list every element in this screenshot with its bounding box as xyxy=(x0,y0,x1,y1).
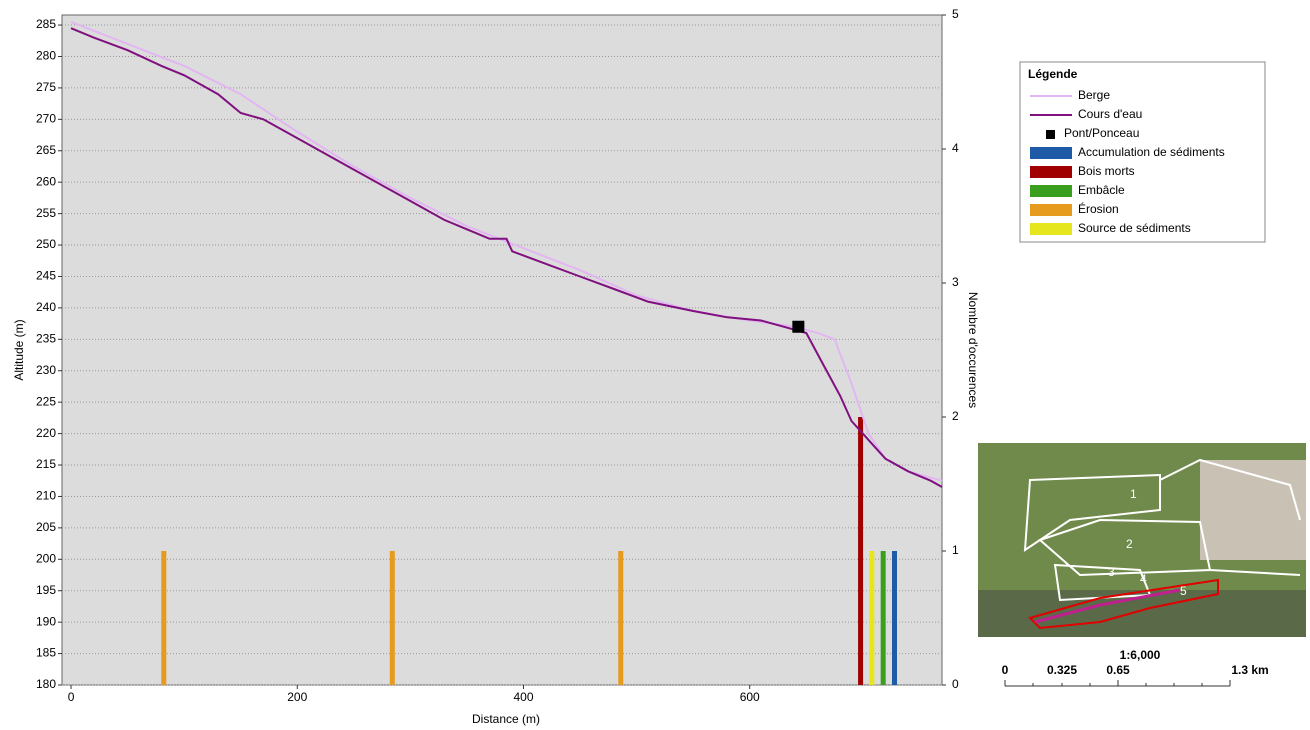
y-tick-label: 220 xyxy=(36,426,56,440)
y-tick-label: 245 xyxy=(36,269,56,283)
y-tick-label: 260 xyxy=(36,174,56,188)
y2-tick-label: 2 xyxy=(952,409,959,423)
legend-label: Érosion xyxy=(1078,201,1119,216)
x-tick-label: 0 xyxy=(68,690,75,704)
bar xyxy=(869,551,875,685)
bar xyxy=(161,551,167,685)
y-tick-label: 195 xyxy=(36,583,56,597)
scale-label: 0.325 xyxy=(1047,663,1077,677)
legend-label: Embâcle xyxy=(1078,183,1125,197)
scale-label: 0 xyxy=(1002,663,1009,677)
legend-label: Berge xyxy=(1078,88,1110,102)
y-tick-label: 240 xyxy=(36,300,56,314)
y-tick-label: 190 xyxy=(36,614,56,628)
bar xyxy=(880,551,886,685)
y-tick-label: 200 xyxy=(36,551,56,565)
map-field xyxy=(1200,460,1306,560)
y-axis-label: Altitude (m) xyxy=(12,319,26,380)
legend-swatch xyxy=(1030,147,1072,159)
y-tick-label: 280 xyxy=(36,49,56,63)
y-tick-label: 285 xyxy=(36,17,56,31)
y-tick-label: 275 xyxy=(36,80,56,94)
y-tick-label: 250 xyxy=(36,237,56,251)
legend-label: Bois morts xyxy=(1078,164,1135,178)
map-zone xyxy=(1028,578,1219,630)
map-label: 3 xyxy=(1108,565,1115,579)
y-tick-label: 270 xyxy=(36,112,56,126)
y-tick-label: 210 xyxy=(36,489,56,503)
y-tick-label: 215 xyxy=(36,457,56,471)
x-tick-label: 600 xyxy=(740,690,760,704)
line xyxy=(70,20,943,482)
x-tick-label: 400 xyxy=(513,690,533,704)
x-axis-label: Distance (m) xyxy=(472,712,540,726)
legend-swatch xyxy=(1030,166,1072,178)
y-tick-label: 185 xyxy=(36,646,56,660)
map-label: 5 xyxy=(1180,584,1187,598)
y2-tick-label: 0 xyxy=(952,677,959,691)
map-scale: 1:6,000 xyxy=(1120,648,1161,662)
legend-swatch xyxy=(1046,130,1055,139)
legend-label: Accumulation de sédiments xyxy=(1078,145,1225,159)
y-tick-label: 235 xyxy=(36,331,56,345)
y-tick-label: 265 xyxy=(36,143,56,157)
y-tick-label: 225 xyxy=(36,394,56,408)
y-tick-label: 230 xyxy=(36,363,56,377)
y2-tick-label: 3 xyxy=(952,275,959,289)
y2-tick-label: 4 xyxy=(952,141,959,155)
scale-label: 1.3 km xyxy=(1231,663,1268,677)
x-tick-label: 200 xyxy=(287,690,307,704)
line xyxy=(70,27,943,488)
y2-tick-label: 5 xyxy=(952,7,959,21)
legend-swatch xyxy=(1030,204,1072,216)
legend-label: Pont/Ponceau xyxy=(1064,126,1139,140)
y-tick-label: 180 xyxy=(36,677,56,691)
map-label: 1 xyxy=(1130,487,1137,501)
legend-title: Légende xyxy=(1028,67,1078,81)
y-tick-label: 255 xyxy=(36,206,56,220)
map-label: 2 xyxy=(1126,537,1133,551)
plot-area xyxy=(61,14,943,686)
bar xyxy=(389,551,395,685)
map-stream xyxy=(1034,588,1181,624)
map-inset: 1 2 3 4 5 1:6,000 0 0.325 0.65 1.3 km xyxy=(978,443,1306,687)
legend-label: Cours d'eau xyxy=(1078,107,1142,121)
bar xyxy=(858,417,864,685)
y2-tick-label: 1 xyxy=(952,543,959,557)
marker xyxy=(792,320,805,333)
bar xyxy=(618,551,624,685)
legend-swatch xyxy=(1030,223,1072,235)
y2-axis-label: Nombre d'occurences xyxy=(966,292,980,408)
scale-bar xyxy=(1004,680,1231,687)
scale-label: 0.65 xyxy=(1106,663,1130,677)
legend-label: Source de sédiments xyxy=(1078,221,1191,235)
map-label: 4 xyxy=(1140,572,1147,586)
bar xyxy=(891,551,897,685)
y-tick-label: 205 xyxy=(36,520,56,534)
legend-swatch xyxy=(1030,185,1072,197)
